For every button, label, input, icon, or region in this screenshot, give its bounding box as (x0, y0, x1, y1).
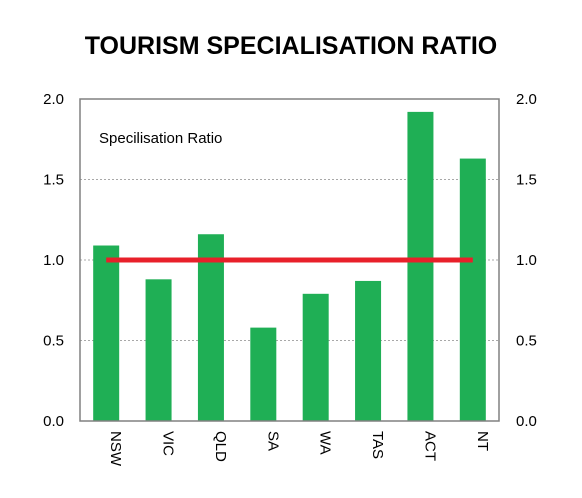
chart-title: TOURISM SPECIALISATION RATIO (84, 32, 498, 60)
bar-tas (355, 280, 382, 421)
y-tick-label-left: 0.0 (43, 413, 64, 430)
bars (93, 111, 486, 421)
x-tick-label-sa: SA (264, 431, 281, 451)
y-tick-label-left: 1.5 (43, 172, 64, 189)
bar-act (407, 111, 434, 421)
y-tick-label-left: 1.0 (43, 252, 64, 269)
bar-sa (250, 327, 277, 421)
bar-nsw (93, 245, 120, 421)
series-annotation: Specilisation Ratio (99, 130, 222, 147)
x-tick-label-nt: NT (474, 431, 491, 451)
y-tick-label-left: 2.0 (43, 91, 64, 108)
y-tick-label-right: 0.0 (516, 413, 537, 430)
x-tick-label-qld: QLD (212, 431, 229, 462)
y-tick-label-right: 2.0 (516, 91, 537, 108)
bar-vic (145, 279, 172, 421)
bar-qld (197, 234, 224, 421)
y-tick-label-right: 1.5 (516, 172, 537, 189)
x-axis: NSW VIC QLD SA WA TAS ACT NT (107, 431, 491, 467)
bar-nt (459, 158, 486, 421)
x-tick-label-act: ACT (421, 431, 438, 461)
plot-frame (79, 98, 500, 422)
y-axis-left: 0.0 0.5 1.0 1.5 2.0 (43, 91, 64, 430)
x-tick-label-wa: WA (317, 431, 334, 455)
y-tick-label-right: 1.0 (516, 252, 537, 269)
x-tick-label-tas: TAS (369, 431, 386, 459)
y-tick-label-right: 0.5 (516, 333, 537, 350)
y-tick-label-left: 0.5 (43, 333, 64, 350)
x-tick-label-nsw: NSW (107, 431, 124, 467)
x-tick-label-vic: VIC (160, 431, 177, 456)
y-axis-right: 0.0 0.5 1.0 1.5 2.0 (516, 91, 537, 430)
bar-wa (302, 293, 329, 421)
